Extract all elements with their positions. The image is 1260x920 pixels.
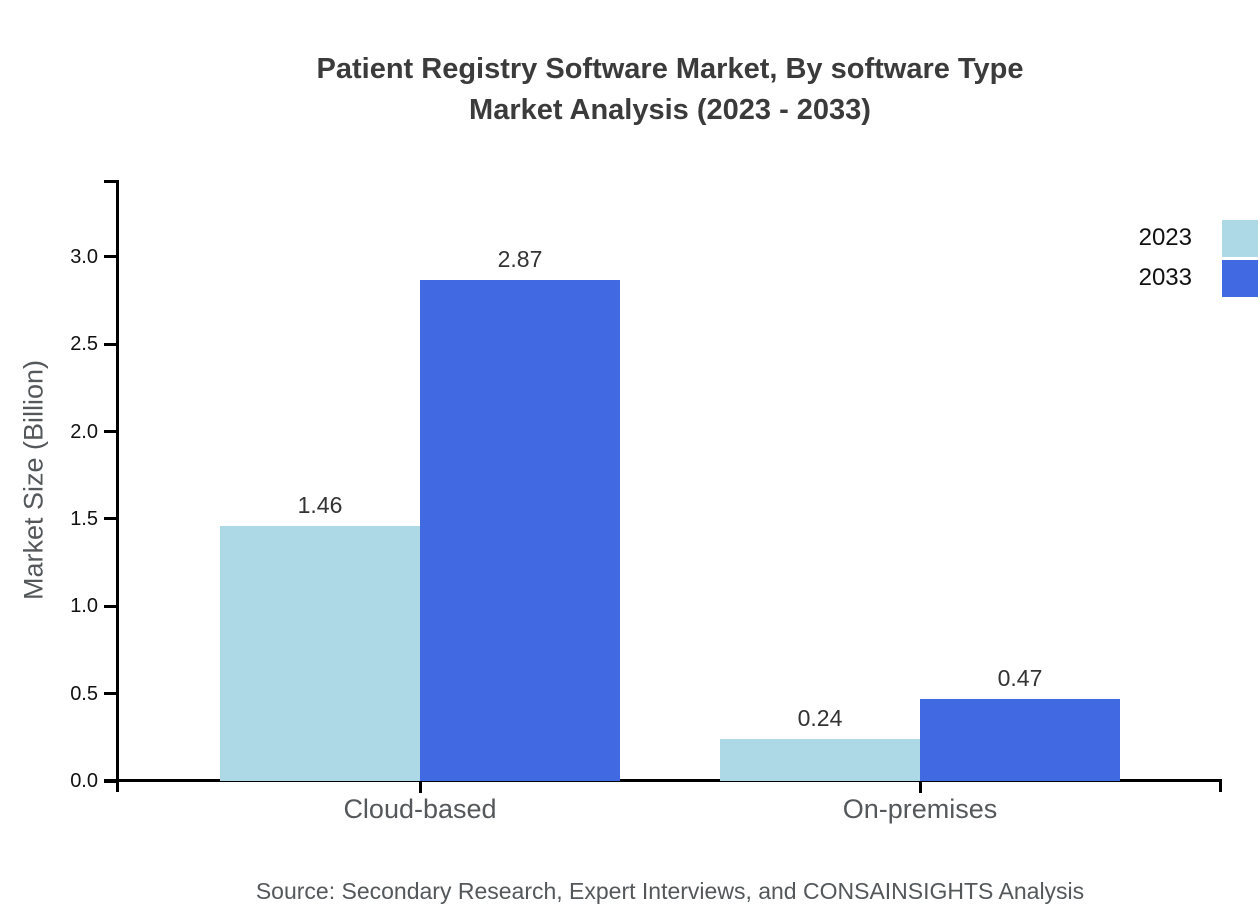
legend-label-2023: 2023 (1138, 224, 1192, 251)
y-axis-tick (104, 604, 118, 608)
y-tick-label: 2.5 (70, 333, 98, 356)
y-axis-tick (104, 430, 118, 434)
value-label-on-premises-2033: 0.47 (997, 664, 1043, 691)
legend-item-2033: 2033 (960, 259, 1258, 297)
x-axis-tick (418, 781, 422, 793)
y-axis-tick (104, 692, 118, 696)
bar-cloud-based-2033 (420, 279, 620, 781)
y-axis-label: Market Size (Billion) (18, 359, 49, 601)
chart-title: Patient Registry Software Market, By sof… (80, 49, 1260, 131)
value-label-on-premises-2023: 0.24 (797, 705, 843, 732)
y-tick-label: 3.0 (70, 245, 98, 268)
y-axis-tick (104, 517, 118, 521)
y-axis-top-cap (104, 180, 118, 183)
bar-on-premises-2023 (720, 739, 920, 781)
category-label-cloud-based: Cloud-based (343, 794, 497, 824)
chart-title-line-2: Market Analysis (2023 - 2033) (469, 94, 871, 126)
y-axis-line (116, 180, 119, 792)
legend-swatch-2033 (1222, 259, 1258, 297)
y-axis-tick (104, 255, 118, 259)
y-tick-label: 1.5 (70, 507, 98, 530)
y-tick-label: 0.5 (70, 682, 98, 705)
legend-item-2023: 2023 (960, 219, 1258, 257)
x-axis-tick (918, 781, 922, 793)
bar-on-premises-2033 (920, 698, 1120, 781)
y-tick-label: 0.0 (70, 770, 98, 792)
category-label-on-premises: On-premises (842, 794, 998, 824)
chart-title-line-1: Patient Registry Software Market, By sof… (316, 53, 1024, 85)
source-attribution: Source: Secondary Research, Expert Inter… (255, 878, 1085, 904)
y-axis-tick (104, 779, 118, 783)
x-axis-line (104, 779, 1222, 782)
y-tick-label: 1.0 (70, 595, 98, 618)
value-label-cloud-based-2023: 1.46 (297, 491, 343, 518)
y-axis-tick (104, 342, 118, 346)
legend-swatch-2023 (1222, 219, 1258, 257)
y-tick-label: 2.0 (70, 420, 98, 443)
x-axis-right-cap (1219, 780, 1222, 792)
legend-label-2033: 2033 (1138, 264, 1192, 291)
bar-cloud-based-2023 (220, 525, 420, 781)
value-label-cloud-based-2033: 2.87 (497, 245, 543, 272)
